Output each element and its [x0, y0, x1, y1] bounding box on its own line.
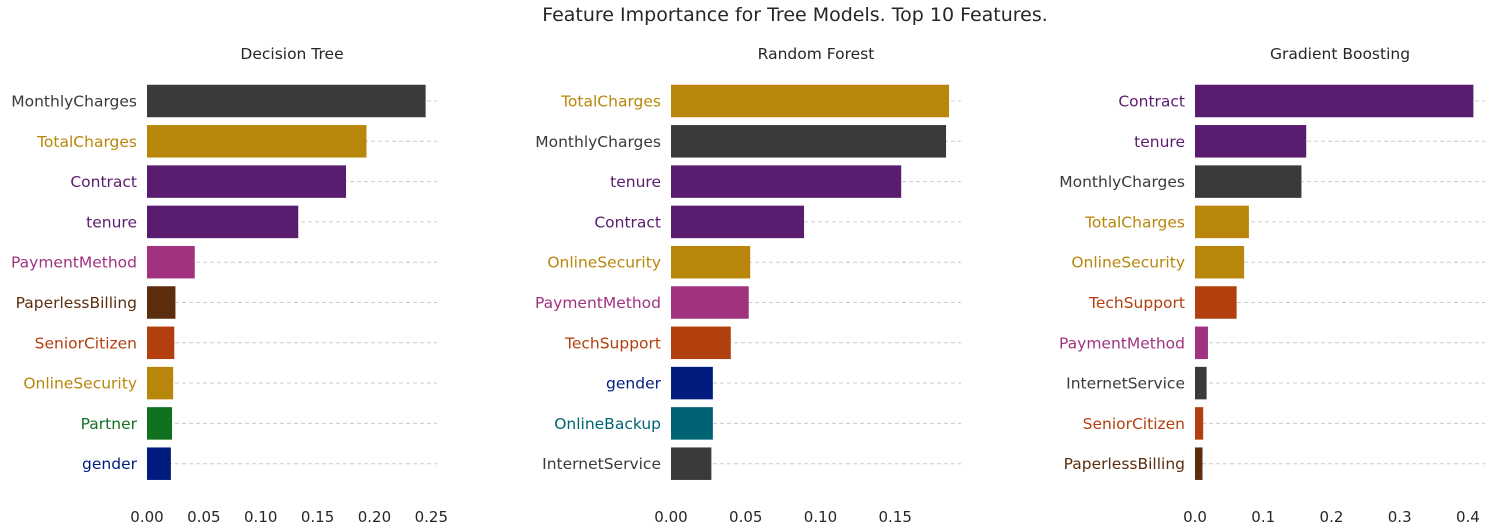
- category-label-dt-PaperlessBilling: PaperlessBilling: [16, 294, 137, 312]
- bar-rf-MonthlyCharges: [671, 125, 947, 158]
- x-tick-label-gb: 0.0: [1183, 508, 1207, 526]
- category-label-dt-TotalCharges: TotalCharges: [36, 133, 137, 151]
- category-label-dt-tenure: tenure: [86, 213, 137, 231]
- figure-title: Feature Importance for Tree Models. Top …: [542, 4, 1048, 26]
- x-tick-label-dt: 0.15: [301, 508, 334, 526]
- category-label-rf-OnlineBackup: OnlineBackup: [554, 415, 661, 433]
- x-tick-label-rf: 0.15: [879, 508, 912, 526]
- bar-dt-gender: [147, 447, 171, 480]
- category-label-rf-TechSupport: TechSupport: [564, 334, 661, 352]
- x-tick-label-gb: 0.4: [1456, 508, 1480, 526]
- x-tick-label-dt: 0.05: [187, 508, 220, 526]
- bar-gb-TechSupport: [1195, 286, 1237, 319]
- bar-gb-OnlineSecurity: [1195, 245, 1245, 279]
- panel-title-gb: Gradient Boosting: [1270, 45, 1410, 63]
- category-label-gb-TotalCharges: TotalCharges: [1084, 213, 1185, 231]
- bar-dt-MonthlyCharges: [147, 84, 426, 118]
- x-tick-label-dt: 0.00: [130, 508, 163, 526]
- category-label-gb-OnlineSecurity: OnlineSecurity: [1071, 254, 1185, 272]
- x-tick-label-gb: 0.2: [1320, 508, 1344, 526]
- category-label-gb-SeniorCitizen: SeniorCitizen: [1083, 415, 1185, 433]
- x-tick-label-rf: 0.05: [729, 508, 762, 526]
- bar-dt-PaperlessBilling: [147, 286, 176, 319]
- category-label-gb-PaymentMethod: PaymentMethod: [1059, 334, 1185, 352]
- bar-dt-Contract: [147, 165, 347, 198]
- panel-title-dt: Decision Tree: [240, 45, 343, 63]
- bar-rf-Contract: [671, 205, 805, 239]
- bar-dt-tenure: [147, 205, 299, 239]
- bar-dt-SeniorCitizen: [147, 326, 175, 360]
- bar-rf-tenure: [671, 165, 902, 198]
- bar-dt-TotalCharges: [147, 125, 367, 158]
- category-label-rf-OnlineSecurity: OnlineSecurity: [547, 254, 661, 272]
- panel-title-rf: Random Forest: [758, 45, 875, 63]
- x-tick-label-gb: 0.1: [1251, 508, 1275, 526]
- category-label-rf-gender: gender: [606, 375, 662, 393]
- bar-gb-InternetService: [1195, 366, 1207, 400]
- category-label-dt-MonthlyCharges: MonthlyCharges: [11, 93, 137, 111]
- x-tick-label-rf: 0.00: [654, 508, 687, 526]
- bar-dt-OnlineSecurity: [147, 366, 174, 400]
- bar-rf-gender: [671, 366, 713, 400]
- category-label-rf-PaymentMethod: PaymentMethod: [535, 294, 661, 312]
- category-label-rf-Contract: Contract: [594, 213, 661, 231]
- category-label-dt-PaymentMethod: PaymentMethod: [11, 254, 137, 272]
- category-label-gb-PaperlessBilling: PaperlessBilling: [1064, 455, 1185, 473]
- bar-gb-tenure: [1195, 125, 1307, 158]
- bar-gb-TotalCharges: [1195, 205, 1249, 239]
- x-tick-label-rf: 0.10: [804, 508, 837, 526]
- bar-rf-TotalCharges: [671, 84, 950, 118]
- bar-rf-TechSupport: [671, 326, 731, 360]
- category-label-gb-tenure: tenure: [1134, 133, 1185, 151]
- category-label-gb-MonthlyCharges: MonthlyCharges: [1059, 173, 1185, 191]
- bar-rf-OnlineSecurity: [671, 245, 751, 279]
- category-label-rf-MonthlyCharges: MonthlyCharges: [535, 133, 661, 151]
- category-label-dt-SeniorCitizen: SeniorCitizen: [35, 334, 137, 352]
- bar-rf-OnlineBackup: [671, 407, 713, 440]
- bar-dt-PaymentMethod: [147, 245, 195, 279]
- bar-gb-SeniorCitizen: [1195, 407, 1204, 440]
- x-tick-label-dt: 0.20: [358, 508, 391, 526]
- category-label-dt-Contract: Contract: [70, 173, 137, 191]
- bar-gb-Contract: [1195, 84, 1474, 118]
- category-label-rf-tenure: tenure: [610, 173, 661, 191]
- category-label-gb-InternetService: InternetService: [1066, 375, 1185, 393]
- category-label-rf-InternetService: InternetService: [542, 455, 661, 473]
- x-tick-label-dt: 0.25: [415, 508, 448, 526]
- bar-gb-PaperlessBilling: [1195, 447, 1203, 480]
- category-label-gb-TechSupport: TechSupport: [1088, 294, 1185, 312]
- category-label-dt-Partner: Partner: [81, 415, 138, 433]
- x-tick-label-gb: 0.3: [1388, 508, 1412, 526]
- bar-gb-PaymentMethod: [1195, 326, 1208, 360]
- category-label-rf-TotalCharges: TotalCharges: [560, 93, 661, 111]
- category-label-dt-gender: gender: [82, 455, 138, 473]
- bar-rf-InternetService: [671, 447, 712, 480]
- x-tick-label-dt: 0.10: [244, 508, 277, 526]
- category-label-gb-Contract: Contract: [1118, 93, 1185, 111]
- category-label-dt-OnlineSecurity: OnlineSecurity: [23, 375, 137, 393]
- bar-rf-PaymentMethod: [671, 286, 749, 319]
- bar-dt-Partner: [147, 407, 173, 440]
- bar-gb-MonthlyCharges: [1195, 165, 1302, 198]
